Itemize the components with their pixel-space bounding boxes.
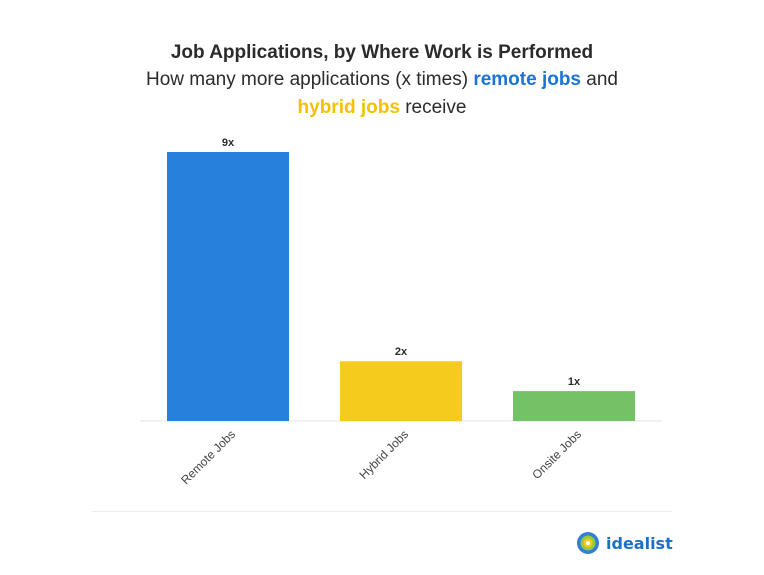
category-labels-group: Remote Jobs Hybrid Jobs Onsite Jobs: [178, 427, 584, 487]
idealist-logo-icon: [577, 532, 599, 554]
bar-hybrid-jobs: [340, 361, 462, 421]
bar-chart: 9x 2x 1x Remote Jobs Hybrid Jobs Onsite Jobs: [140, 137, 662, 487]
category-label: Hybrid Jobs: [356, 427, 411, 482]
data-labels-group: 9x 2x 1x: [222, 137, 581, 388]
chart-title: Job Applications, by Where Work is Perfo…: [170, 42, 594, 63]
chart-header: Job Applications, by Where Work is Perfo…: [0, 40, 764, 122]
category-label: Onsite Jobs: [529, 427, 584, 482]
footer-divider: [92, 511, 672, 512]
subtitle-text-1: How many more applications (x times): [145, 69, 474, 90]
data-label: 9x: [222, 137, 235, 149]
category-label: Remote Jobs: [178, 427, 238, 487]
subtitle-text-3: receive: [399, 97, 467, 118]
idealist-logo-text: idealist: [606, 533, 673, 553]
bar-onsite-jobs: [513, 391, 635, 421]
subtitle-hybrid-highlight: hybrid jobs: [297, 97, 400, 118]
bars-group: [167, 152, 635, 421]
bar-remote-jobs: [167, 152, 289, 421]
data-label: 2x: [395, 346, 408, 358]
data-label: 1x: [568, 376, 581, 388]
subtitle-text-2: and: [581, 69, 618, 90]
idealist-logo[interactable]: idealist: [576, 530, 673, 556]
subtitle-remote-highlight: remote jobs: [473, 69, 582, 90]
chart-subtitle: How many more applications (x times) rem…: [0, 66, 764, 122]
